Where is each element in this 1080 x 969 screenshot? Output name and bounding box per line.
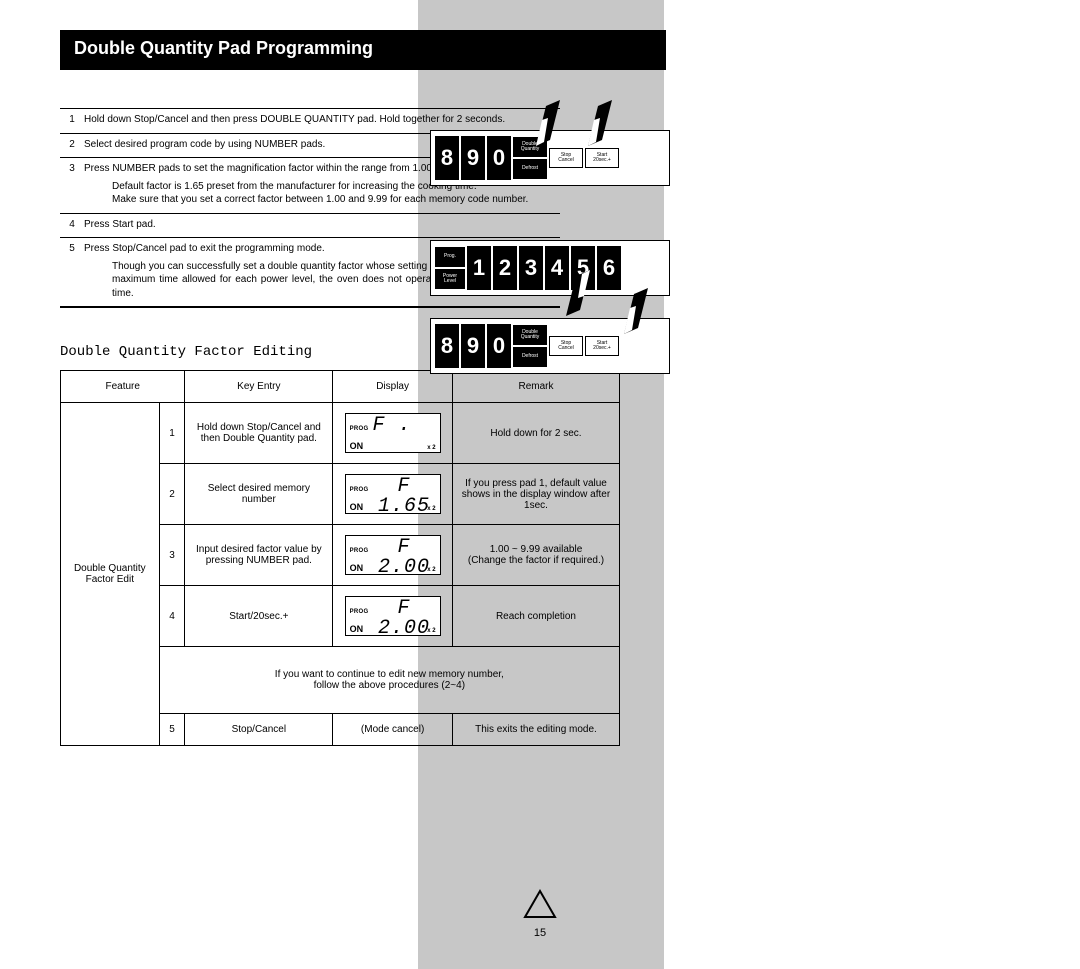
keypad-illustration-3: 8 9 0 Double Quantity Defrost Stop Cance… <box>430 318 670 374</box>
key-entry: Hold down Stop/Cancel and then Double Qu… <box>185 403 333 464</box>
step-number: 2 <box>60 138 84 152</box>
keypad-digit: 0 <box>487 136 511 180</box>
page-number: 15 <box>0 927 1080 939</box>
display-cell: (Mode cancel) <box>333 714 453 746</box>
keypad-digit: 8 <box>435 324 459 368</box>
row-num: 5 <box>159 714 185 746</box>
stop-cancel-button: Stop Cancel <box>549 148 583 168</box>
lcd-x2-label: x 2 <box>427 628 435 634</box>
editing-table: Feature Key Entry Display Remark Double … <box>60 370 620 746</box>
keypad-digit: 0 <box>487 324 511 368</box>
step-number: 4 <box>60 218 84 232</box>
step-number: 1 <box>60 113 84 127</box>
row-num: 4 <box>159 586 185 647</box>
lcd-on-label: ON <box>350 441 364 451</box>
lcd-x2-label: x 2 <box>427 445 435 451</box>
key-entry: Select desired memory number <box>185 464 333 525</box>
key-entry: Stop/Cancel <box>185 714 333 746</box>
mini-button-column: Stop Cancel <box>549 336 583 356</box>
table-header-row: Feature Key Entry Display Remark <box>61 371 620 403</box>
start-button: Start 20sec.+ <box>585 148 619 168</box>
keypad-digit: 8 <box>435 136 459 180</box>
step-text: Hold down Stop/Cancel and then press DOU… <box>84 113 560 127</box>
prog-button: Prog. <box>435 247 465 267</box>
mini-button-column: Start 20sec.+ <box>585 148 619 168</box>
keypad-digit: 9 <box>461 324 485 368</box>
keypad-digit: 9 <box>461 136 485 180</box>
lcd-prog-label: PROG <box>350 426 369 432</box>
col-display: Display <box>333 371 453 403</box>
col-feature: Feature <box>61 371 185 403</box>
note-cell: If you want to continue to edit new memo… <box>159 647 619 714</box>
remark-cell: 1.00 ~ 9.99 available (Change the factor… <box>452 525 619 586</box>
col-key: Key Entry <box>185 371 333 403</box>
key-entry: Input desired factor value by pressing N… <box>185 525 333 586</box>
row-num: 3 <box>159 525 185 586</box>
col-remark: Remark <box>452 371 619 403</box>
defrost-button: Defrost <box>513 347 547 367</box>
display-cell: PROG F 1.65 ON x 2 <box>333 464 453 525</box>
remark-cell: This exits the editing mode. <box>452 714 619 746</box>
step-text-main: Press NUMBER pads to set the magnificati… <box>84 163 468 174</box>
remark-cell: Hold down for 2 sec. <box>452 403 619 464</box>
keypad-digit: 2 <box>493 246 517 290</box>
pointer-icon <box>526 100 560 146</box>
mini-button-column: Start 20sec.+ <box>585 336 619 356</box>
step-row: 4 Press Start pad. <box>60 214 560 239</box>
lcd-prog-label: PROG <box>350 609 369 615</box>
pointer-icon <box>614 288 648 334</box>
key-entry: Start/20sec.+ <box>185 586 333 647</box>
step-number: 5 <box>60 242 84 256</box>
lcd-value: F . <box>372 416 411 436</box>
title-underline <box>60 69 666 70</box>
pointer-icon <box>566 270 600 316</box>
display-cell: PROG F 2.00 ON x 2 <box>333 586 453 647</box>
lcd-display: PROG F . ON x 2 <box>345 413 441 453</box>
keypad-digit: 1 <box>467 246 491 290</box>
lcd-on-label: ON <box>350 624 364 634</box>
lcd-prog-label: PROG <box>350 487 369 493</box>
row-num: 2 <box>159 464 185 525</box>
double-quantity-button: Double Quantity <box>513 325 547 345</box>
lcd-on-label: ON <box>350 502 364 512</box>
pointer-icon <box>578 100 612 146</box>
display-cell: PROG F . ON x 2 <box>333 403 453 464</box>
keypad-illustration-1: 8 9 0 Double Quantity Defrost Stop Cance… <box>430 130 670 186</box>
step-text: Press Start pad. <box>84 218 560 232</box>
lcd-prog-label: PROG <box>350 548 369 554</box>
table-row: Double Quantity Factor Edit 1 Hold down … <box>61 403 620 464</box>
mini-button-column: Double Quantity Defrost <box>513 325 547 367</box>
lcd-x2-label: x 2 <box>427 567 435 573</box>
lcd-display: PROG F 2.00 ON x 2 <box>345 535 441 575</box>
stop-cancel-button: Stop Cancel <box>549 336 583 356</box>
lcd-display: PROG F 2.00 ON x 2 <box>345 596 441 636</box>
lcd-x2-label: x 2 <box>427 506 435 512</box>
start-button: Start 20sec.+ <box>585 336 619 356</box>
row-num: 1 <box>159 403 185 464</box>
feature-cell: Double Quantity Factor Edit <box>61 403 160 746</box>
keypad-digit: 6 <box>597 246 621 290</box>
page-title: Double Quantity Pad Programming <box>60 30 666 69</box>
remark-cell: If you press pad 1, default value shows … <box>452 464 619 525</box>
lcd-display: PROG F 1.65 ON x 2 <box>345 474 441 514</box>
step-number: 3 <box>60 162 84 176</box>
step-text-main: Press Stop/Cancel pad to exit the progra… <box>84 243 325 254</box>
mini-button-column: Prog. Power Level <box>435 247 465 289</box>
footer-triangle-icon <box>0 889 1080 919</box>
lcd-on-label: ON <box>350 563 364 573</box>
keypad-digit: 3 <box>519 246 543 290</box>
power-level-button: Power Level <box>435 269 465 289</box>
display-cell: PROG F 2.00 ON x 2 <box>333 525 453 586</box>
steps-bottom-rule <box>60 306 560 308</box>
remark-cell: Reach completion <box>452 586 619 647</box>
defrost-button: Defrost <box>513 159 547 179</box>
mini-button-column: Stop Cancel <box>549 148 583 168</box>
